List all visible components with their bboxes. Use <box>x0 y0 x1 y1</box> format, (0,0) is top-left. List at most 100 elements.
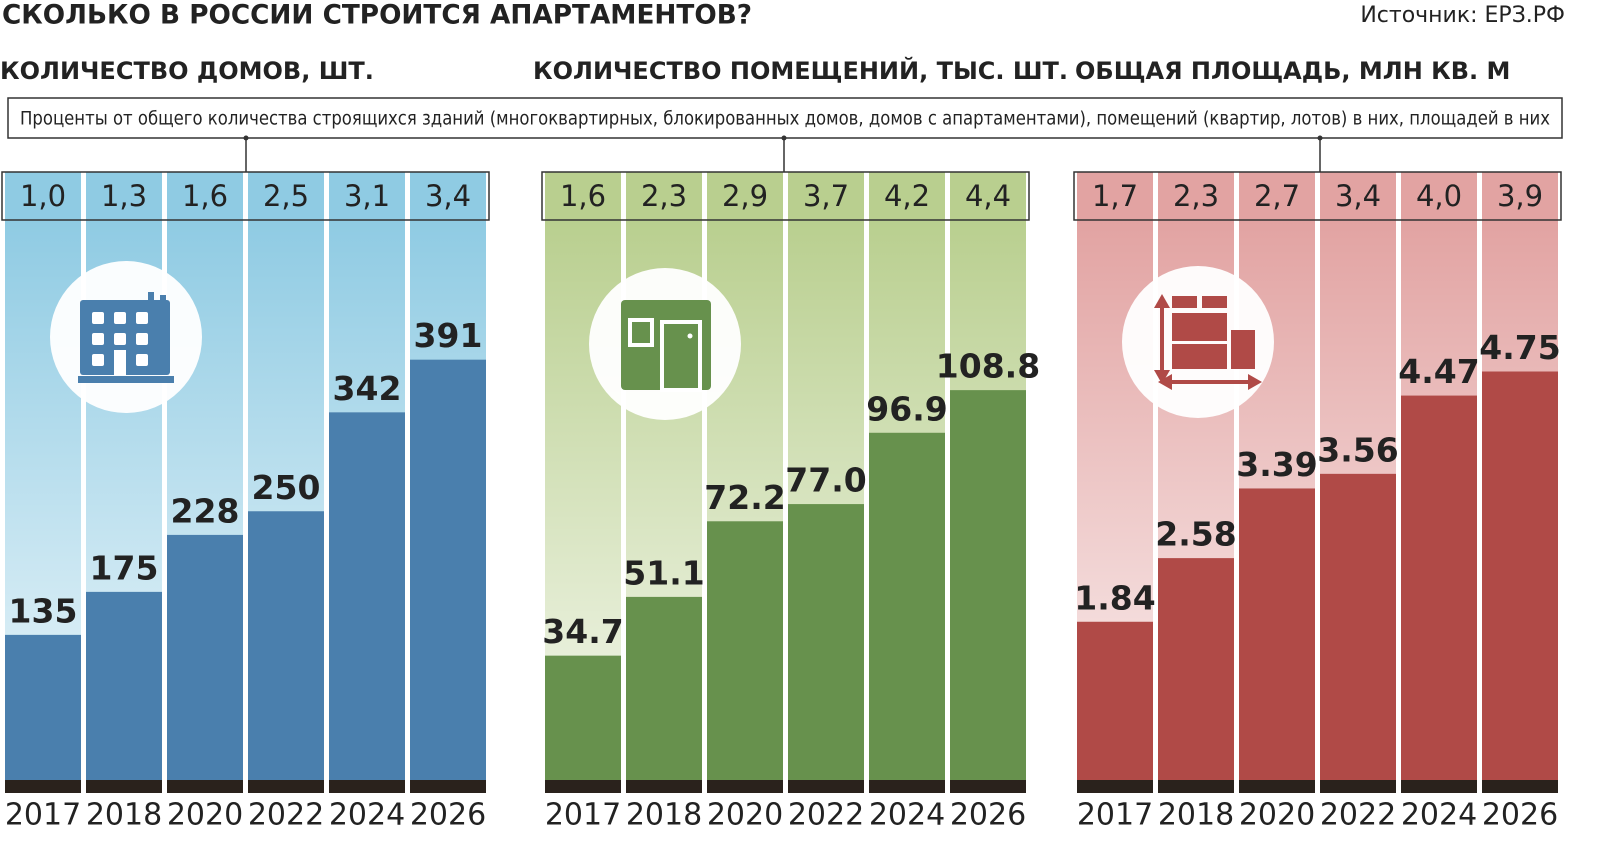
note-box <box>7 97 1563 139</box>
x-tick-label: 2026 <box>1482 798 1558 833</box>
value-label: 96.9 <box>866 389 947 428</box>
base-strip <box>626 780 702 793</box>
source: Источник: ЕРЗ.РФ <box>1360 3 1565 28</box>
base-strip <box>1239 780 1315 793</box>
bar <box>86 591 162 780</box>
base-strip <box>1320 780 1396 793</box>
value-label: 4.47 <box>1398 352 1479 391</box>
x-tick-label: 2018 <box>86 798 162 833</box>
value-label: 391 <box>414 316 483 355</box>
chart-title: ОБЩАЯ ПЛОЩАДЬ, МЛН КВ. М <box>1075 57 1510 85</box>
bar <box>626 596 702 780</box>
value-label: 4.75 <box>1479 328 1560 367</box>
base-strip <box>329 780 405 793</box>
share-label: 4,4 <box>965 179 1011 213</box>
value-label: 228 <box>171 491 240 530</box>
bar <box>167 534 243 780</box>
base-strip <box>869 780 945 793</box>
share-label: 3,4 <box>1335 179 1381 213</box>
value-label: 3.39 <box>1236 445 1317 484</box>
share-label: 3,4 <box>425 179 471 213</box>
x-tick-label: 2018 <box>626 798 702 833</box>
x-tick-label: 2018 <box>1158 798 1234 833</box>
x-tick-label: 2024 <box>1401 798 1477 833</box>
value-label: 1.84 <box>1074 578 1155 617</box>
share-label: 4,2 <box>884 179 930 213</box>
base-strip <box>248 780 324 793</box>
x-tick-label: 2024 <box>869 798 945 833</box>
bar <box>1239 488 1315 780</box>
value-label: 72.2 <box>704 478 785 517</box>
title: СКОЛЬКО В РОССИИ СТРОИТСЯ АПАРТАМЕНТОВ? <box>2 0 752 31</box>
share-label: 2,3 <box>1173 179 1219 213</box>
base-strip <box>410 780 486 793</box>
share-label: 4,0 <box>1416 179 1462 213</box>
connector-dot <box>781 135 787 141</box>
base-strip <box>1401 780 1477 793</box>
share-label: 1,3 <box>101 179 147 213</box>
icon-house <box>50 261 202 413</box>
share-label: 3,1 <box>344 179 390 213</box>
bar <box>707 521 783 780</box>
bar <box>5 634 81 780</box>
value-label: 51.1 <box>623 553 704 592</box>
value-label: 250 <box>252 468 321 507</box>
share-box <box>1 171 490 221</box>
value-label: 342 <box>333 369 402 408</box>
bar <box>1482 371 1558 780</box>
x-tick-label: 2017 <box>1077 798 1153 833</box>
base-strip <box>1482 780 1558 793</box>
bar <box>1158 558 1234 780</box>
base-strip <box>5 780 81 793</box>
icon-area <box>1122 266 1274 418</box>
base-strip <box>707 780 783 793</box>
chart-title: КОЛИЧЕСТВО ДОМОВ, ШТ. <box>0 57 374 85</box>
x-tick-label: 2022 <box>248 798 324 833</box>
base-strip <box>167 780 243 793</box>
value-label: 34.7 <box>542 612 623 651</box>
connector-dot <box>1317 135 1323 141</box>
value-label: 77.0 <box>785 461 866 500</box>
value-label: 135 <box>9 591 78 630</box>
bar <box>1077 621 1153 780</box>
x-tick-label: 2020 <box>1239 798 1315 833</box>
bar <box>545 655 621 780</box>
x-tick-label: 2026 <box>410 798 486 833</box>
value-label: 2.58 <box>1155 515 1236 554</box>
x-tick-label: 2022 <box>1320 798 1396 833</box>
base-strip <box>1077 780 1153 793</box>
value-label: 175 <box>90 548 159 587</box>
share-box <box>1073 171 1562 221</box>
bar <box>410 359 486 780</box>
bar <box>788 504 864 780</box>
share-label: 1,6 <box>560 179 606 213</box>
icon-room <box>589 268 741 420</box>
bar <box>329 412 405 780</box>
x-tick-label: 2017 <box>545 798 621 833</box>
share-label: 2,9 <box>722 179 768 213</box>
share-label: 1,6 <box>182 179 228 213</box>
share-label: 3,7 <box>803 179 849 213</box>
bar <box>248 511 324 780</box>
x-tick-label: 2020 <box>167 798 243 833</box>
base-strip <box>86 780 162 793</box>
bar <box>950 390 1026 780</box>
base-strip <box>950 780 1026 793</box>
x-tick-label: 2026 <box>950 798 1026 833</box>
value-label: 3.56 <box>1317 430 1398 469</box>
share-label: 1,0 <box>20 179 66 213</box>
x-tick-label: 2020 <box>707 798 783 833</box>
share-label: 3,9 <box>1497 179 1543 213</box>
share-label: 2,7 <box>1254 179 1300 213</box>
share-label: 2,3 <box>641 179 687 213</box>
share-label: 2,5 <box>263 179 309 213</box>
charts: КОЛИЧЕСТВО ДОМОВ, ШТ. 135 2017 1,0 175 2018 1,… <box>0 56 1562 833</box>
base-strip <box>788 780 864 793</box>
base-strip <box>1158 780 1234 793</box>
bar <box>1401 395 1477 780</box>
share-label: 1,7 <box>1092 179 1138 213</box>
chart-title: КОЛИЧЕСТВО ПОМЕЩЕНИЙ, ТЫС. ШТ. <box>533 56 1068 85</box>
share-box <box>541 171 1030 221</box>
connector-dot <box>243 135 249 141</box>
